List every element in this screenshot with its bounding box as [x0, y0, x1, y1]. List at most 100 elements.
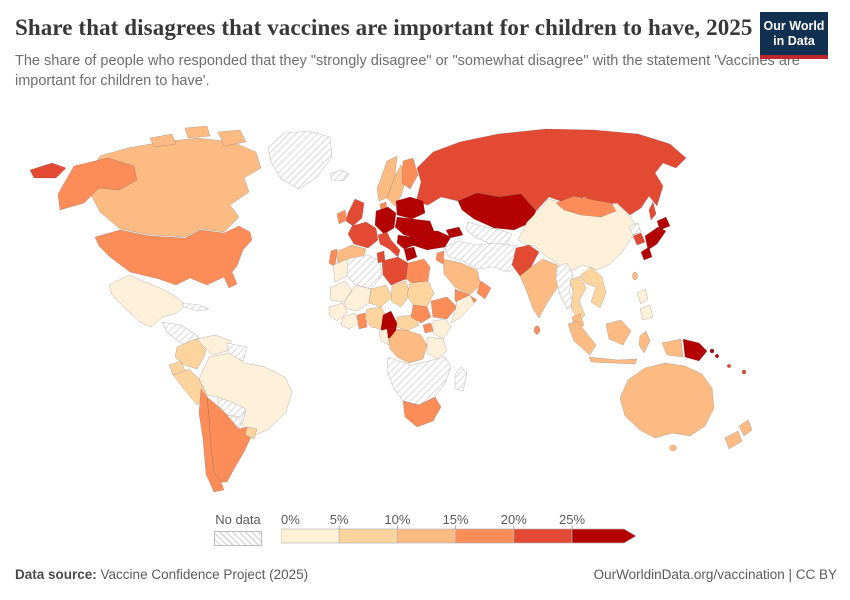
country-germany-central-europe[interactable] — [374, 206, 397, 235]
chart-header: Share that disagrees that vaccines are i… — [15, 12, 835, 92]
country-ethiopia[interactable] — [430, 296, 458, 320]
country-france[interactable] — [347, 221, 379, 249]
country-ivory-coast[interactable] — [340, 312, 360, 330]
country-japan-kyushu[interactable] — [640, 246, 653, 261]
country-gabon[interactable] — [378, 328, 390, 346]
country-united-kingdom[interactable] — [345, 198, 365, 227]
country-algeria[interactable] — [346, 254, 383, 290]
country-japan-hokkaido[interactable] — [656, 216, 671, 231]
legend-bin-0-5%[interactable] — [281, 528, 340, 544]
country-ukraine-romania[interactable] — [394, 216, 435, 240]
country-south-korea[interactable] — [632, 232, 646, 246]
country-uruguay[interactable] — [244, 426, 258, 440]
country-central-african-republic[interactable] — [396, 314, 420, 332]
data-source-text: Vaccine Confidence Project (2025) — [100, 567, 309, 582]
country-finland[interactable] — [401, 157, 419, 190]
legend-bin-5-10%[interactable] — [338, 528, 398, 544]
country-sudan[interactable] — [406, 280, 435, 308]
country-canada-island-3[interactable] — [217, 129, 247, 147]
country-ghana[interactable] — [356, 312, 368, 330]
country-saudi-arabia[interactable] — [442, 258, 482, 296]
country-west-papua[interactable] — [661, 338, 684, 358]
logo-line1: Our World — [763, 18, 825, 33]
country-fiji[interactable] — [741, 369, 747, 375]
country-tasmania[interactable] — [669, 444, 677, 452]
country-india[interactable] — [519, 258, 565, 319]
country-borneo[interactable] — [605, 319, 632, 346]
country-greenland[interactable] — [267, 130, 333, 190]
country-tanzania[interactable] — [426, 336, 448, 360]
legend-bin-25%+[interactable] — [571, 528, 637, 544]
country-brazil[interactable] — [198, 352, 293, 438]
country-venezuela[interactable] — [196, 334, 232, 356]
country-philippines-mindanao[interactable] — [639, 304, 654, 321]
country-kenya[interactable] — [432, 318, 452, 340]
country-mongolia[interactable] — [555, 195, 617, 218]
country-nz-south[interactable] — [724, 430, 743, 450]
country-chad[interactable] — [390, 280, 411, 308]
country-uganda[interactable] — [422, 322, 434, 334]
country-thailand[interactable] — [569, 275, 587, 322]
country-philippines-luzon[interactable] — [636, 288, 649, 305]
country-taiwan[interactable] — [632, 271, 638, 281]
data-source-label: Data source: — [15, 567, 97, 582]
country-north-korea[interactable] — [628, 222, 642, 236]
country-russia-east-tip[interactable] — [29, 162, 67, 179]
country-sri-lanka[interactable] — [533, 325, 541, 335]
country-colombia[interactable] — [174, 338, 209, 370]
country-jordan[interactable] — [435, 250, 445, 265]
no-data-swatch[interactable] — [214, 531, 262, 546]
country-oman[interactable] — [476, 280, 492, 300]
country-caucasus[interactable] — [445, 226, 464, 239]
country-mauritania[interactable] — [329, 280, 353, 303]
legend-bin-20-25%[interactable] — [513, 528, 573, 544]
country-dr-congo[interactable] — [388, 328, 428, 364]
country-mexico[interactable] — [108, 274, 187, 328]
country-greece[interactable] — [403, 246, 418, 262]
data-source: Data source: Vaccine Confidence Project … — [15, 567, 308, 582]
country-java[interactable] — [588, 356, 638, 365]
country-libya[interactable] — [381, 256, 409, 286]
legend-bin-15-20%[interactable] — [455, 528, 515, 544]
country-indochina[interactable] — [580, 266, 607, 309]
legend-bin-10-15%[interactable] — [397, 528, 456, 544]
legend-tick-label: 0% — [281, 512, 300, 527]
country-poland-baltics[interactable] — [395, 196, 426, 220]
country-vanuatu[interactable] — [726, 363, 732, 369]
country-canada-island-1[interactable] — [149, 133, 177, 148]
logo-line2: in Data — [773, 33, 815, 48]
country-southern-africa[interactable] — [386, 356, 452, 406]
country-egypt[interactable] — [405, 258, 431, 284]
country-usa[interactable] — [94, 225, 253, 289]
country-iceland[interactable] — [329, 169, 350, 182]
owid-logo-accent — [760, 55, 828, 59]
country-nz-north[interactable] — [738, 419, 753, 437]
country-russia[interactable] — [415, 128, 687, 216]
country-balkans[interactable] — [396, 234, 416, 250]
legend-color-scale[interactable]: 0% 5% 10% 15% 20% 25% — [281, 512, 641, 546]
country-russia-sakhalin[interactable] — [648, 201, 657, 221]
legend-no-data[interactable]: No data — [213, 512, 263, 546]
country-solomon-1[interactable] — [709, 348, 715, 354]
country-south-sudan[interactable] — [410, 304, 432, 324]
country-solomon-2[interactable] — [714, 353, 720, 359]
country-canada-island-2[interactable] — [184, 125, 211, 139]
country-ireland[interactable] — [336, 209, 348, 225]
country-china[interactable] — [517, 197, 637, 272]
country-sumatra[interactable] — [567, 320, 597, 356]
owid-logo[interactable]: Our World in Data — [760, 12, 828, 59]
country-south-africa[interactable] — [402, 396, 442, 428]
country-italy[interactable] — [377, 231, 401, 258]
owid-link[interactable]: OurWorldinData.org/vaccination | CC BY — [593, 567, 837, 582]
country-somalia[interactable] — [450, 294, 475, 324]
country-sulawesi[interactable] — [638, 330, 651, 354]
country-argentina[interactable] — [206, 396, 252, 483]
country-alaska[interactable] — [57, 157, 138, 211]
country-papua-new-guinea[interactable] — [682, 338, 708, 362]
country-japan-honshu[interactable] — [644, 226, 667, 251]
country-senegal-guinea[interactable] — [328, 302, 348, 322]
country-cuba[interactable] — [181, 302, 210, 312]
country-australia[interactable] — [619, 362, 715, 439]
country-niger[interactable] — [368, 284, 393, 308]
country-madagascar[interactable] — [454, 366, 468, 392]
